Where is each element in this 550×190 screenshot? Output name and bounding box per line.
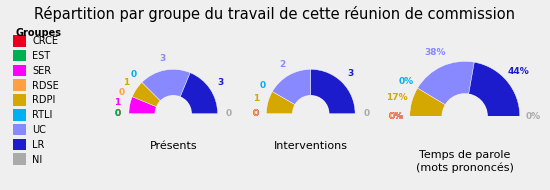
Text: Présents: Présents (150, 141, 197, 151)
Bar (240, 114, 382, 185)
Text: EST: EST (32, 51, 51, 61)
Wedge shape (266, 92, 311, 114)
Text: CRCE: CRCE (32, 36, 58, 46)
Text: 0: 0 (252, 109, 258, 118)
FancyBboxPatch shape (13, 153, 26, 165)
Wedge shape (142, 69, 190, 114)
Wedge shape (173, 73, 218, 114)
Text: Répartition par groupe du travail de cette réunion de commission: Répartition par groupe du travail de cet… (35, 6, 515, 22)
Text: Interventions: Interventions (274, 141, 348, 151)
Wedge shape (272, 69, 311, 114)
Text: RDSE: RDSE (32, 81, 59, 91)
Text: 3: 3 (348, 69, 354, 78)
Text: 0: 0 (260, 82, 266, 90)
Text: LR: LR (32, 140, 45, 150)
FancyBboxPatch shape (13, 79, 26, 91)
Text: 0%: 0% (388, 112, 404, 121)
FancyBboxPatch shape (13, 139, 26, 150)
FancyBboxPatch shape (13, 65, 26, 76)
Text: 0: 0 (115, 109, 121, 118)
Text: 3: 3 (217, 78, 224, 87)
Text: 0: 0 (252, 109, 258, 118)
Text: 17%: 17% (386, 93, 408, 102)
Text: RTLI: RTLI (32, 110, 53, 120)
FancyBboxPatch shape (13, 35, 26, 47)
Wedge shape (410, 88, 465, 116)
Text: 0%: 0% (388, 112, 404, 121)
Text: 0: 0 (363, 109, 369, 118)
Text: 0: 0 (131, 70, 137, 79)
Bar (102, 114, 244, 185)
Text: 0: 0 (115, 109, 121, 118)
Text: 1: 1 (114, 98, 120, 107)
Text: NI: NI (32, 154, 43, 165)
Circle shape (292, 95, 329, 132)
Text: 0%: 0% (526, 112, 541, 121)
Text: 1: 1 (253, 94, 259, 104)
Wedge shape (417, 61, 474, 116)
Text: 0: 0 (252, 109, 258, 118)
Text: 0%: 0% (398, 77, 414, 86)
Text: 1: 1 (123, 78, 129, 87)
Bar (377, 116, 550, 190)
Wedge shape (132, 82, 173, 114)
Text: 0: 0 (119, 88, 125, 97)
Text: 0%: 0% (388, 112, 404, 121)
Circle shape (442, 93, 488, 139)
Wedge shape (311, 69, 355, 114)
Text: Temps de parole
(mots prononcés): Temps de parole (mots prononcés) (416, 150, 514, 173)
Text: 3: 3 (159, 54, 166, 63)
Text: RDPI: RDPI (32, 95, 56, 105)
Text: UC: UC (32, 125, 46, 135)
Text: Groupes: Groupes (15, 28, 61, 38)
FancyBboxPatch shape (13, 50, 26, 61)
Text: 44%: 44% (508, 67, 530, 76)
Text: 0: 0 (226, 109, 232, 118)
Text: 38%: 38% (425, 48, 446, 57)
Text: SER: SER (32, 66, 52, 76)
FancyBboxPatch shape (13, 94, 26, 106)
FancyBboxPatch shape (13, 109, 26, 121)
Text: 0: 0 (252, 109, 258, 118)
FancyBboxPatch shape (13, 124, 26, 135)
Text: 2: 2 (279, 60, 285, 69)
Text: 0%: 0% (388, 112, 404, 121)
Circle shape (155, 95, 192, 132)
Wedge shape (465, 62, 520, 116)
Wedge shape (129, 97, 173, 114)
